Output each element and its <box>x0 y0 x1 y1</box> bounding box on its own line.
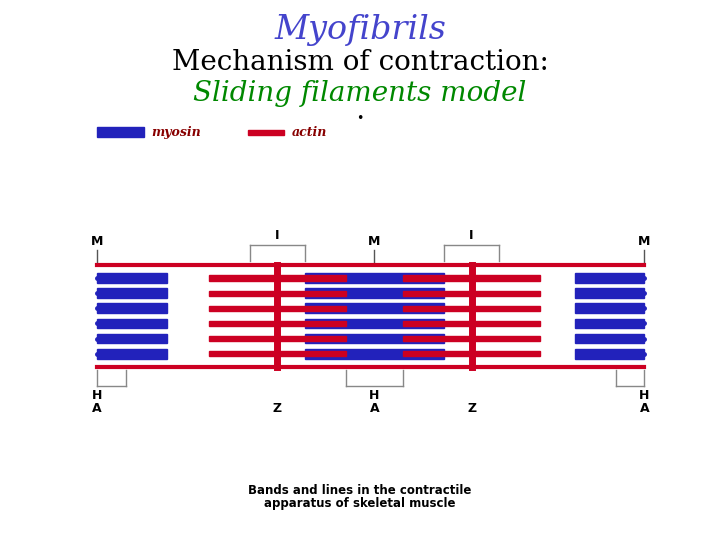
Bar <box>209 321 277 326</box>
Text: Mechanism of contraction:: Mechanism of contraction: <box>171 49 549 76</box>
Bar <box>403 351 472 356</box>
Bar <box>97 303 167 313</box>
Text: M: M <box>91 235 104 248</box>
Text: H: H <box>92 389 102 402</box>
Text: Myofibrils: Myofibrils <box>274 14 446 45</box>
Bar <box>575 349 644 359</box>
Text: M: M <box>638 235 651 248</box>
Bar <box>575 273 644 283</box>
Bar <box>97 273 167 283</box>
Text: I: I <box>469 230 474 242</box>
Bar <box>209 275 277 281</box>
Bar <box>472 336 540 341</box>
Bar <box>277 336 346 341</box>
Text: Sliding filaments model: Sliding filaments model <box>193 80 527 107</box>
Bar <box>403 275 472 281</box>
Bar <box>97 288 167 298</box>
Text: H: H <box>369 389 379 402</box>
Text: A: A <box>639 402 649 415</box>
Text: apparatus of skeletal muscle: apparatus of skeletal muscle <box>264 497 456 510</box>
Bar <box>97 349 167 359</box>
Bar <box>97 334 167 343</box>
Bar <box>472 321 540 326</box>
Bar <box>209 306 277 311</box>
Bar <box>403 321 472 326</box>
Bar <box>305 303 444 313</box>
Text: myosin: myosin <box>151 126 201 139</box>
Text: Z: Z <box>273 402 282 415</box>
Bar <box>472 306 540 311</box>
Text: Bands and lines in the contractile: Bands and lines in the contractile <box>248 484 472 497</box>
Bar <box>209 291 277 296</box>
Bar <box>277 351 346 356</box>
Bar <box>472 275 540 281</box>
Bar <box>305 273 444 283</box>
Bar <box>305 349 444 359</box>
Bar <box>97 127 144 137</box>
Bar <box>277 291 346 296</box>
Bar <box>575 334 644 343</box>
Bar <box>575 303 644 313</box>
Bar <box>403 291 472 296</box>
Bar <box>472 351 540 356</box>
Text: actin: actin <box>292 126 327 139</box>
Text: M: M <box>368 235 381 248</box>
Text: A: A <box>92 402 102 415</box>
Bar <box>403 306 472 311</box>
Bar <box>472 291 540 296</box>
Bar <box>209 351 277 356</box>
Bar <box>97 319 167 328</box>
Bar <box>277 275 346 281</box>
Bar <box>403 336 472 341</box>
Bar <box>305 288 444 298</box>
Bar <box>575 319 644 328</box>
Bar <box>277 306 346 311</box>
Text: A: A <box>369 402 379 415</box>
Text: H: H <box>639 389 649 402</box>
Bar <box>305 334 444 343</box>
Bar <box>277 321 346 326</box>
Bar <box>248 130 284 135</box>
Text: Z: Z <box>467 402 476 415</box>
Bar <box>209 336 277 341</box>
Text: I: I <box>275 230 279 242</box>
Bar <box>575 288 644 298</box>
Bar <box>305 319 444 328</box>
Text: •: • <box>356 112 364 125</box>
